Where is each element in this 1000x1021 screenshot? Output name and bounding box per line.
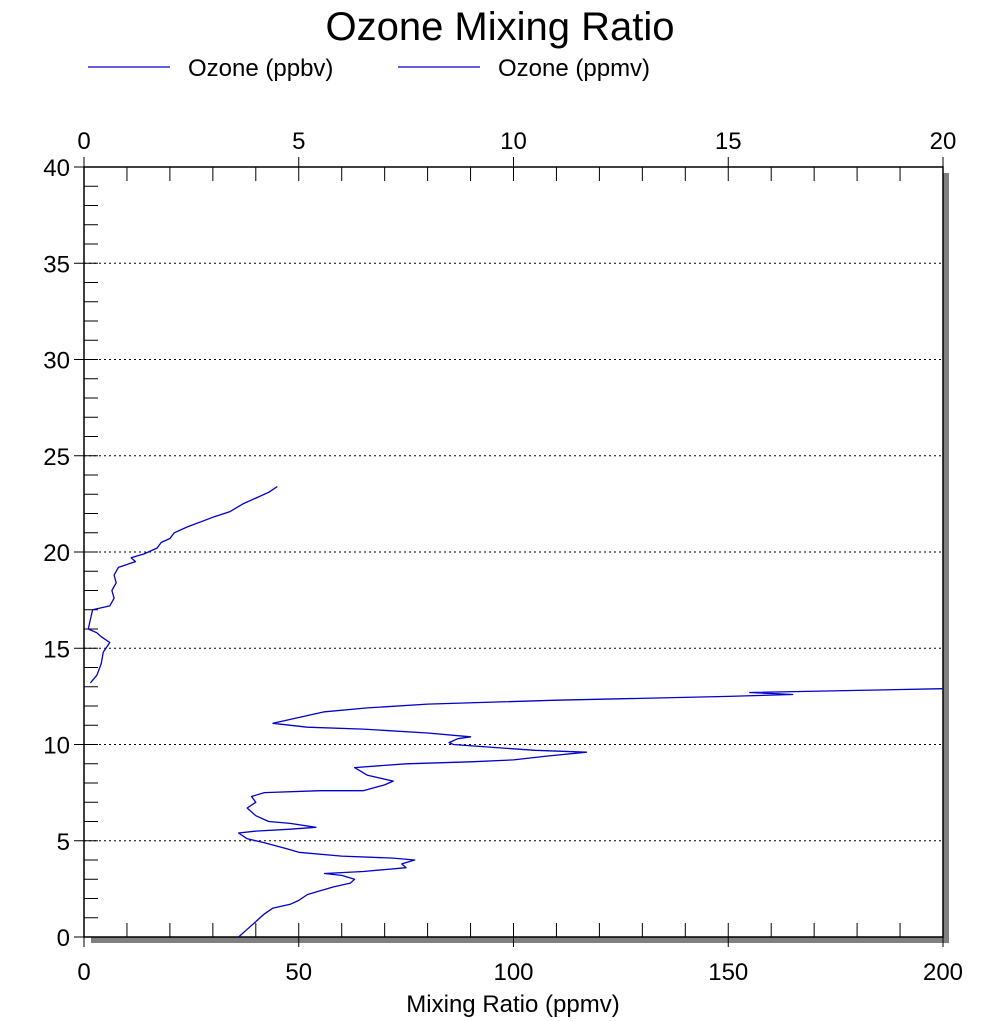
axis-ticks [74, 157, 944, 947]
gridlines [84, 262, 943, 842]
plot-shadow-right [943, 173, 949, 943]
x-tick-label-100: 100 [493, 959, 533, 986]
x-tick-label-50: 50 [285, 959, 312, 986]
y-tick-label-40: 40 [43, 155, 70, 182]
y-tick-label-25: 25 [43, 444, 70, 471]
y-tick-label-10: 10 [43, 733, 70, 760]
x2-tick-label-0: 0 [77, 128, 90, 155]
x-axis-title: Mixing Ratio (ppmv) [406, 991, 619, 1018]
x-axis-top-labels: 0 5 10 15 20 [77, 128, 956, 155]
x2-tick-label-15: 15 [715, 128, 742, 155]
x2-tick-label-10: 10 [500, 128, 527, 155]
x-axis-bottom-labels: 0 50 100 150 200 [77, 959, 963, 986]
legend-label-ppmv: Ozone (ppmv) [498, 55, 650, 82]
y-tick-label-35: 35 [43, 251, 70, 278]
y-tick-label-15: 15 [43, 636, 70, 663]
x-tick-label-200: 200 [923, 959, 963, 986]
legend-label-ppbv: Ozone (ppbv) [188, 55, 333, 82]
y-tick-label-0: 0 [57, 925, 70, 952]
legend: Ozone (ppbv) Ozone (ppmv) [88, 55, 650, 82]
y-tick-label-5: 5 [57, 829, 70, 856]
x2-tick-label-20: 20 [930, 128, 957, 155]
y-tick-label-20: 20 [43, 540, 70, 567]
series-layer [87, 486, 944, 938]
x-tick-label-150: 150 [708, 959, 748, 986]
chart-title: Ozone Mixing Ratio [325, 5, 674, 49]
x-tick-label-0: 0 [77, 959, 90, 986]
y-axis-labels: 0 5 10 15 20 25 30 35 40 [43, 155, 70, 952]
series-line-1 [87, 486, 278, 684]
series-line-0 [237, 688, 944, 938]
x2-tick-label-5: 5 [292, 128, 305, 155]
y-tick-label-30: 30 [43, 348, 70, 375]
plot-shadow-bottom [91, 937, 949, 943]
